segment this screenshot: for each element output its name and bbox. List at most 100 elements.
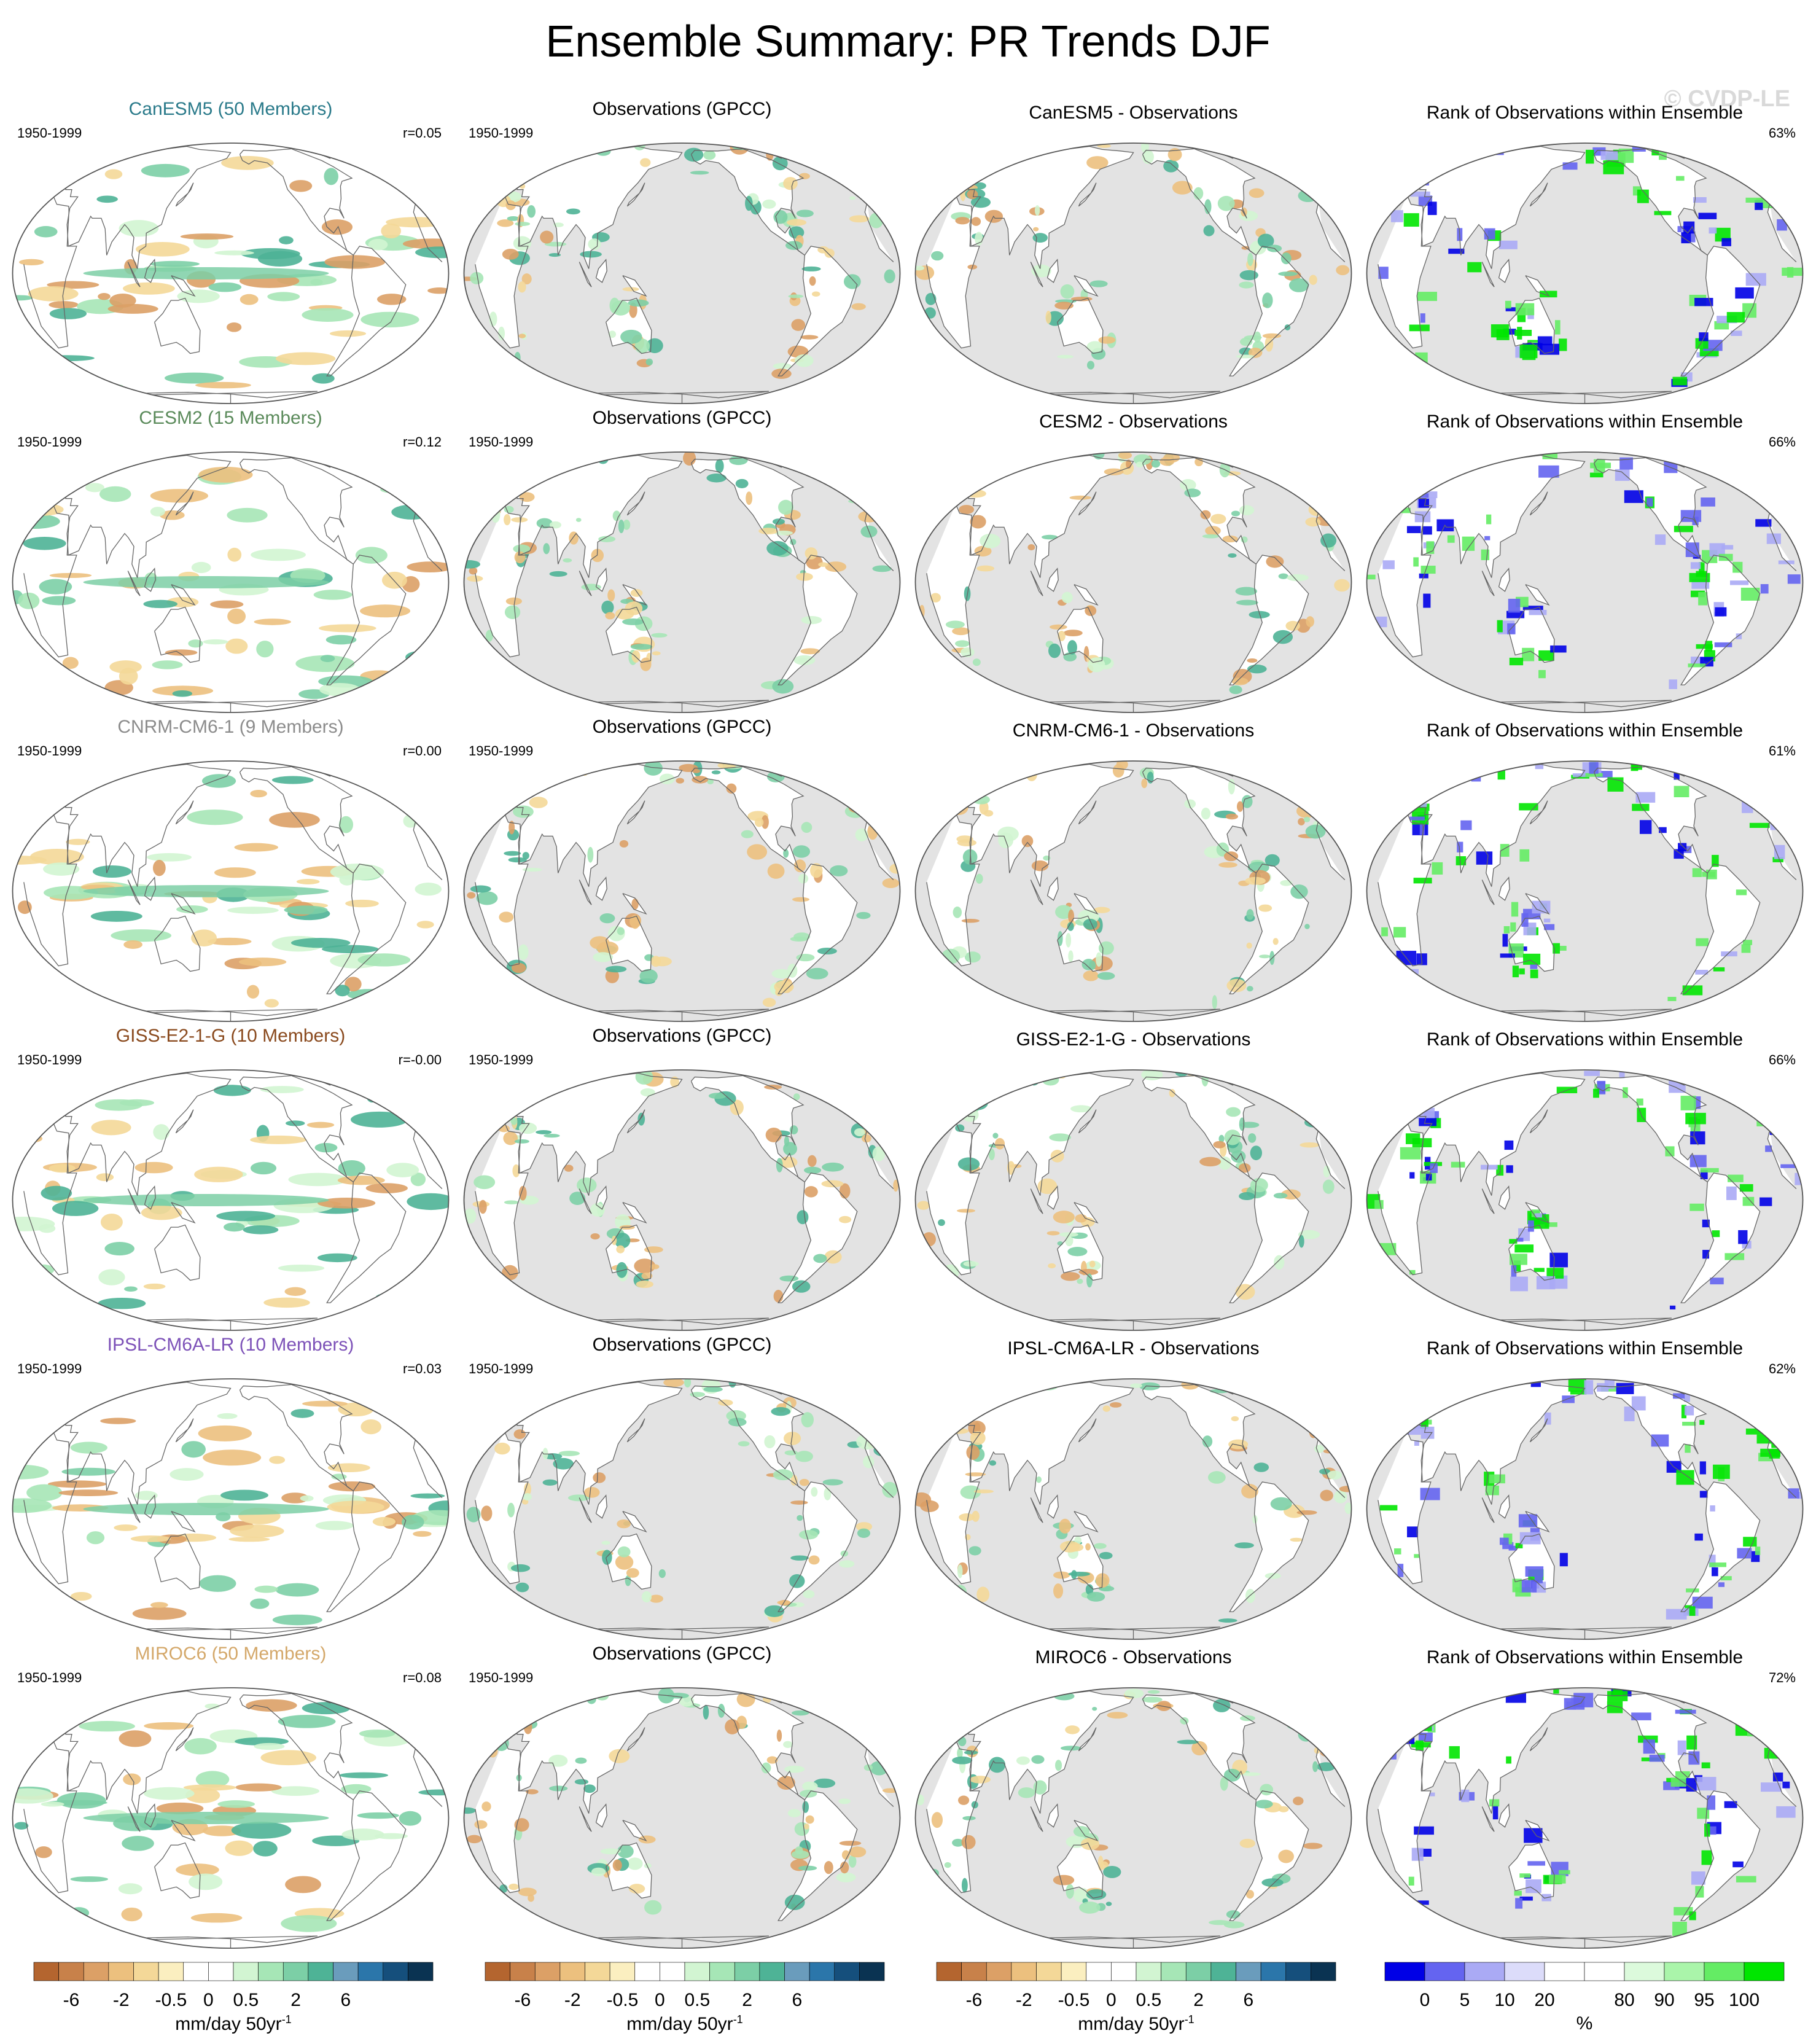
colorbar-swatch (333, 1962, 359, 1981)
colorbar-swatch (1384, 1962, 1425, 1981)
colorbar-swatch (784, 1962, 810, 1981)
world-map (463, 142, 901, 404)
panel-title: Rank of Observations within Ensemble (1426, 103, 1744, 123)
colorbar-tick-label: 95 (1694, 1990, 1714, 2010)
world-map (1366, 451, 1804, 713)
panel-title: MIROC6 - Observations (1035, 1647, 1232, 1668)
colorbar-swatch (660, 1962, 685, 1981)
colorbar-swatch (1011, 1962, 1037, 1981)
colorbar-tick-label: 20 (1534, 1990, 1554, 2010)
rank-percent-label: 62% (1768, 1361, 1796, 1376)
world-map (463, 1069, 901, 1331)
colorbar-tick-label: 2 (290, 1990, 301, 2010)
colorbar-swatch (585, 1962, 610, 1981)
world-map (914, 1069, 1352, 1331)
colorbar-swatch (1210, 1962, 1236, 1981)
panel-title: Rank of Observations within Ensemble (1426, 1647, 1744, 1668)
colorbar-swatch (485, 1962, 510, 1981)
map-panel-diff: CanESM5 - Observations (908, 98, 1359, 405)
panel-title: CESM2 (15 Members) (139, 408, 322, 428)
colorbar-swatch (609, 1962, 636, 1981)
map-panel-diff: CNRM-CM6-1 - Observations (908, 716, 1359, 1023)
colorbar-swatch (1161, 1962, 1187, 1981)
panel-title: Rank of Observations within Ensemble (1426, 412, 1744, 432)
colorbar-tick-label: 0.5 (684, 1990, 710, 2010)
correlation-label: r=-0.00 (398, 1052, 442, 1067)
colorbar-swatch (1504, 1962, 1545, 1981)
world-map (914, 1378, 1352, 1640)
panel-title: Observations (GPCC) (592, 1026, 772, 1046)
colorbar-tick-label: 0 (203, 1990, 214, 2010)
colorbar-unit-exponent: -1 (1184, 2013, 1194, 2026)
world-map (1366, 142, 1804, 404)
correlation-label: r=0.05 (403, 125, 442, 141)
period-label: 1950-1999 (469, 743, 534, 759)
map-panel-rank: Rank of Observations within Ensemble 63% (1359, 98, 1810, 405)
colorbar-tick-label: 80 (1614, 1990, 1634, 2010)
world-map (1366, 1378, 1804, 1640)
colorbar-rank: 0 5 10 20 80 90 95 100% (1382, 1959, 1787, 2034)
colorbar-swatch (1285, 1962, 1311, 1981)
map-panel-obs: Observations (GPCC) 1950-1999 (456, 1334, 908, 1641)
rank-percent-label: 66% (1768, 1052, 1796, 1067)
panel-title: Rank of Observations within Ensemble (1426, 1338, 1744, 1359)
map-panel-rank: Rank of Observations within Ensemble 66% (1359, 1025, 1810, 1332)
period-label: 1950-1999 (17, 1361, 82, 1376)
colorbar-swatch (859, 1962, 885, 1981)
map-panel-obs: Observations (GPCC) 1950-1999 (456, 716, 908, 1023)
colorbar-swatch (1544, 1962, 1585, 1981)
world-map (12, 1378, 450, 1640)
colorbar-swatch (961, 1962, 987, 1981)
colorbar-tick-label: 10 (1494, 1990, 1514, 2010)
colorbar-swatch (1664, 1962, 1705, 1981)
panel-title: CanESM5 - Observations (1029, 103, 1238, 123)
world-map (12, 142, 450, 404)
rank-percent-label: 61% (1768, 743, 1796, 759)
period-label: 1950-1999 (469, 1052, 534, 1067)
panel-title: CNRM-CM6-1 - Observations (1012, 720, 1255, 741)
period-label: 1950-1999 (469, 434, 534, 450)
colorbar-swatch (58, 1962, 84, 1981)
world-map (914, 760, 1352, 1022)
panel-title: IPSL-CM6A-LR (10 Members) (107, 1335, 354, 1355)
colorbar-swatch (1185, 1962, 1212, 1981)
colorbar-tick-label: -0.5 (155, 1990, 187, 2010)
colorbar-swatch (357, 1962, 384, 1981)
panel-title: Observations (GPCC) (592, 1335, 772, 1355)
map-panel-model: GISS-E2-1-G (10 Members) 1950-1999 r=-0.00 (5, 1025, 456, 1332)
colorbar-swatch (834, 1962, 860, 1981)
colorbar-tick-label: 90 (1654, 1990, 1674, 2010)
colorbar-swatch (759, 1962, 785, 1981)
colorbar-swatch (133, 1962, 159, 1981)
panel-title: Observations (GPCC) (592, 99, 772, 119)
colorbar-swatch (233, 1962, 259, 1981)
colorbar-swatch (1111, 1962, 1137, 1981)
colorbar-swatch (258, 1962, 284, 1981)
map-panel-diff: GISS-E2-1-G - Observations (908, 1025, 1359, 1332)
rank-percent-label: 66% (1768, 434, 1796, 450)
colorbar-swatch (1086, 1962, 1112, 1981)
world-map (914, 451, 1352, 713)
colorbar-tick-label: 5 (1460, 1990, 1470, 2010)
colorbar-tick-label: -6 (63, 1990, 80, 2010)
colorbar-tick-label: 0 (1420, 1990, 1430, 2010)
colorbar-swatch (986, 1962, 1012, 1981)
colorbar-observed-trend: -6 -2 -0.5 0 0.5 2 6 mm/day 50yr-1 (482, 1959, 887, 2035)
colorbar-label: mm/day 50yr-1 (482, 2013, 887, 2035)
colorbar-swatch (1584, 1962, 1625, 1981)
colorbar-swatch (83, 1962, 109, 1981)
colorbar-label: mm/day 50yr-1 (933, 2013, 1339, 2035)
period-label: 1950-1999 (469, 1670, 534, 1685)
correlation-label: r=0.00 (403, 743, 442, 759)
colorbar-tick-label: -0.5 (607, 1990, 639, 2010)
period-label: 1950-1999 (17, 125, 82, 141)
world-map (914, 142, 1352, 404)
colorbar-swatch (1311, 1962, 1336, 1981)
colorbar-tick-label: -6 (966, 1990, 983, 2010)
panel-title: Observations (GPCC) (592, 1644, 772, 1664)
colorbar-swatch (1136, 1962, 1161, 1981)
world-map (914, 1687, 1352, 1949)
colorbar-unit-exponent: -1 (733, 2013, 743, 2026)
colorbar-tick-label: 0 (1106, 1990, 1116, 2010)
colorbar-unit: mm/day 50yr (626, 2014, 733, 2034)
